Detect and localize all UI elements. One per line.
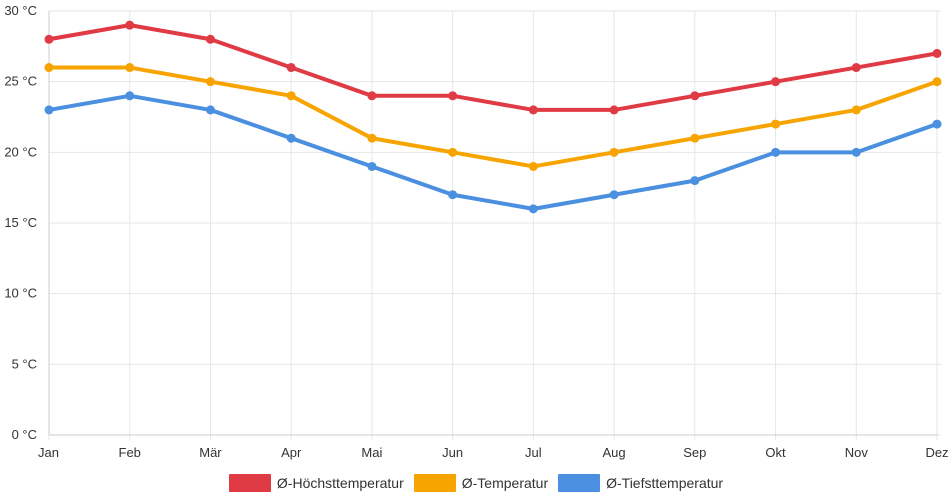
x-tick-label: Feb (119, 445, 141, 460)
data-point-max[interactable]: Aug: 23 °C (609, 105, 619, 115)
data-point-avg[interactable]: Feb: 26 °C (125, 63, 135, 73)
data-point-min[interactable]: Apr: 21 °C (286, 133, 296, 143)
data-point-avg[interactable]: Apr: 24 °C (286, 91, 296, 101)
data-point-min[interactable]: Jan: 23 °C (44, 105, 54, 115)
grid-layer (48, 10, 941, 440)
data-point-min[interactable]: Nov: 20 °C (851, 147, 861, 157)
legend-item-min[interactable]: Ø-Tiefsttemperatur (558, 474, 723, 492)
series-line-avg (47, 65, 939, 169)
data-point-min[interactable]: Mär: 23 °C (205, 105, 215, 115)
x-tick-label: Mai (361, 445, 382, 460)
legend-label-avg: Ø-Temperatur (461, 475, 549, 491)
data-point-min[interactable]: Okt: 20 °C (771, 147, 781, 157)
legend-label-min: Ø-Tiefsttemperatur (606, 475, 724, 491)
series-max: Jan: 28 °C Feb: 29 °C Mär: 28 °C Apr: 26 °C… (44, 20, 942, 115)
series-line-min (47, 93, 939, 211)
data-point-min[interactable]: Dez: 22 °C (932, 119, 942, 129)
data-point-max[interactable]: Mai: 24 °C (367, 91, 377, 101)
data-point-avg[interactable]: Jun: 20 °C (448, 147, 458, 157)
series-layer: Jan: 28 °C Feb: 29 °C Mär: 28 °C Apr: 26 °C… (44, 20, 942, 214)
series-avg: Jan: 26 °C Feb: 26 °C Mär: 25 °C Apr: 24 °C… (44, 63, 942, 171)
data-point-max[interactable]: Dez: 27 °C (932, 48, 942, 58)
legend-item-max[interactable]: Ø-Höchsttemperatur (228, 474, 404, 492)
y-tick-label: 30 °C (4, 3, 37, 18)
x-tick-label: Nov (845, 445, 869, 460)
data-point-max[interactable]: Jul: 23 °C (528, 105, 538, 115)
x-tick-label: Mär (199, 445, 222, 460)
axis-layer: 0 °C 5 °C 10 °C 15 °C 20 °C 25 °C 30 °C Jan Feb M… (4, 3, 948, 460)
x-tick-label: Aug (603, 445, 626, 460)
y-tick-label: 25 °C (4, 74, 37, 89)
data-point-min[interactable]: Jun: 17 °C (448, 190, 458, 200)
data-point-avg[interactable]: Nov: 23 °C (851, 105, 861, 115)
data-point-max[interactable]: Okt: 25 °C (771, 77, 781, 87)
y-tick-label: 0 °C (12, 427, 37, 442)
x-tick-label: Apr (281, 445, 302, 460)
data-point-min[interactable]: Jul: 16 °C (528, 204, 538, 214)
x-tick-label: Dez (925, 445, 948, 460)
data-point-min[interactable]: Feb: 24 °C (125, 91, 135, 101)
legend-swatch-min (558, 474, 601, 492)
data-point-avg[interactable]: Aug: 20 °C (609, 147, 619, 157)
y-tick-label: 20 °C (4, 144, 37, 159)
data-point-avg[interactable]: Mär: 25 °C (205, 77, 215, 87)
y-tick-label: 10 °C (4, 286, 37, 301)
data-point-avg[interactable]: Dez: 25 °C (932, 77, 942, 87)
data-point-max[interactable]: Nov: 26 °C (851, 63, 861, 73)
chart-canvas: 0 °C 5 °C 10 °C 15 °C 20 °C 25 °C 30 °C Jan Feb M… (4, 3, 948, 460)
x-tick-label: Jul (525, 445, 542, 460)
legend-swatch-max (228, 474, 271, 492)
data-point-avg[interactable]: Mai: 21 °C (367, 133, 377, 143)
data-point-min[interactable]: Aug: 17 °C (609, 190, 619, 200)
data-point-avg[interactable]: Okt: 22 °C (771, 119, 781, 129)
series-line-max (47, 23, 939, 112)
data-point-max[interactable]: Apr: 26 °C (286, 63, 296, 73)
legend-swatch-avg (413, 474, 456, 492)
data-point-max[interactable]: Feb: 29 °C (125, 20, 135, 30)
y-tick-label: 5 °C (12, 356, 37, 371)
legend-label-max: Ø-Höchsttemperatur (276, 475, 404, 491)
data-point-max[interactable]: Sep: 24 °C (690, 91, 700, 101)
data-point-avg[interactable]: Jul: 19 °C (528, 161, 538, 171)
chart-legend: Ø-Höchsttemperatur Ø-Temperatur Ø-Tiefstte… (0, 472, 952, 494)
x-tick-label: Jun (442, 445, 463, 460)
series-min: Jan: 23 °C Feb: 24 °C Mär: 23 °C Apr: 21 °C… (44, 91, 942, 214)
x-tick-label: Jan (38, 445, 59, 460)
data-point-min[interactable]: Mai: 19 °C (367, 161, 377, 171)
x-tick-label: Sep (683, 445, 706, 460)
x-tick-label: Okt (765, 445, 786, 460)
data-point-min[interactable]: Sep: 18 °C (690, 176, 700, 186)
data-point-max[interactable]: Jun: 24 °C (448, 91, 458, 101)
y-tick-label: 15 °C (4, 215, 37, 230)
data-point-max[interactable]: Mär: 28 °C (205, 34, 215, 44)
legend-item-avg[interactable]: Ø-Temperatur (413, 474, 549, 492)
data-point-avg[interactable]: Jan: 26 °C (44, 63, 54, 73)
data-point-avg[interactable]: Sep: 21 °C (690, 133, 700, 143)
data-point-max[interactable]: Jan: 28 °C (44, 34, 54, 44)
